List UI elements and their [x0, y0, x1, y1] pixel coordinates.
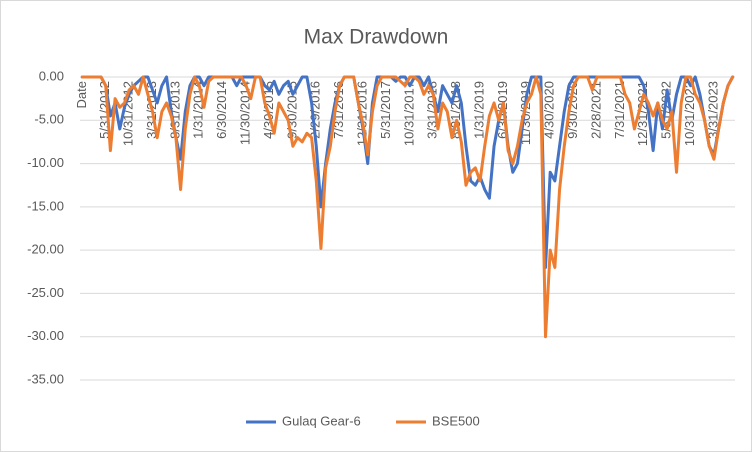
x-tick-label: 10/31/2022: [682, 81, 697, 146]
x-tick-label: 2/28/2021: [588, 81, 603, 139]
x-tick-label: 6/30/2014: [214, 81, 229, 139]
x-tick-label: 4/30/2020: [542, 81, 557, 139]
x-tick-label: 10/31/2017: [401, 81, 416, 146]
legend-label: Gulaq Gear-6: [282, 413, 361, 428]
x-tick-label: 9/30/2020: [565, 81, 580, 139]
x-tick-label: Date: [74, 81, 89, 108]
chart-title: Max Drawdown: [304, 26, 449, 49]
y-tick-label: -30.00: [27, 328, 64, 343]
y-tick-label: -20.00: [27, 242, 64, 257]
x-tick-label: 1/31/2014: [191, 81, 206, 139]
x-tick-label: 3/31/2023: [705, 81, 720, 139]
x-tick-label: 7/31/2021: [612, 81, 627, 139]
y-tick-label: -25.00: [27, 285, 64, 300]
legend-label: BSE500: [432, 413, 480, 428]
y-tick-label: -15.00: [27, 198, 64, 213]
x-tick-label: 7/31/2016: [331, 81, 346, 139]
y-tick-label: 0.00: [39, 68, 64, 83]
x-tick-label: 1/31/2019: [471, 81, 486, 139]
y-tick-label: -10.00: [27, 155, 64, 170]
y-tick-label: -35.00: [27, 371, 64, 386]
x-tick-label: 5/31/2017: [378, 81, 393, 139]
x-tick-label: 8/31/2013: [167, 81, 182, 139]
y-tick-label: -5.00: [34, 112, 64, 127]
series-line: [80, 75, 735, 339]
x-tick-label: 11/30/2014: [238, 81, 253, 145]
x-tick-label: 10/31/2012: [121, 81, 136, 146]
